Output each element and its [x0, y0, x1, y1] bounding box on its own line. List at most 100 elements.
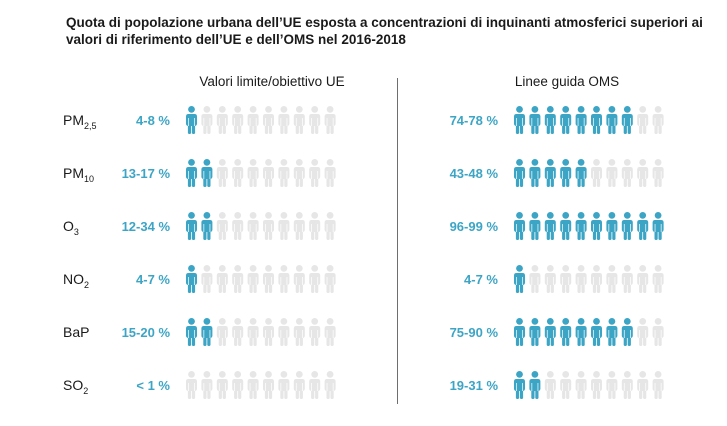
eu-person-icon-empty — [247, 106, 259, 134]
who-person-icon-empty — [575, 265, 587, 293]
who-person-icon-empty — [575, 371, 587, 399]
eu-person-icon-filled — [186, 106, 197, 134]
eu-person-icon-empty — [293, 318, 305, 346]
eu-person-icon-filled — [201, 318, 213, 346]
who-person-icon-empty — [621, 265, 633, 293]
who-person-icon-empty — [637, 318, 649, 346]
pollutant-subscript: 10 — [84, 174, 94, 184]
eu-person-icon-empty — [324, 318, 336, 346]
who-person-icon-empty — [637, 265, 649, 293]
eu-person-icon-empty — [293, 159, 305, 187]
eu-person-icon-empty — [232, 212, 244, 240]
who-person-icon-filled — [560, 212, 572, 240]
who-person-icon-empty — [621, 371, 633, 399]
eu-person-icon-empty — [293, 106, 305, 134]
who-person-icon-filled — [514, 159, 525, 187]
eu-person-icon-empty — [263, 159, 274, 187]
eu-person-icon-empty — [232, 371, 244, 399]
eu-person-icon-empty — [309, 318, 321, 346]
eu-person-icon-empty — [324, 159, 336, 187]
pollutant-subscript: 3 — [74, 227, 79, 237]
who-person-icon-filled — [514, 106, 525, 134]
eu-person-icon-empty — [232, 106, 244, 134]
eu-person-icon-empty — [309, 212, 321, 240]
eu-person-icon-empty — [247, 318, 259, 346]
who-person-icon-filled — [575, 106, 587, 134]
who-person-icon-empty — [652, 106, 664, 134]
eu-person-icon-filled — [186, 159, 197, 187]
panel-header-eu: Valori limite/obiettivo UE — [199, 74, 344, 89]
eu-person-icon-filled — [186, 212, 197, 240]
who-person-icon-empty — [591, 265, 602, 293]
eu-percent-label: 13-17 % — [122, 166, 171, 181]
pollutant-subscript: 2 — [83, 386, 88, 396]
who-person-icon-filled — [529, 212, 541, 240]
eu-person-icon-filled — [201, 212, 213, 240]
who-person-icon-empty — [652, 371, 664, 399]
who-person-icon-filled — [621, 106, 633, 134]
pollutant-subscript: 2,5 — [84, 121, 97, 131]
pollutant-name: O — [63, 218, 74, 234]
pollutant-label: NO2 — [63, 271, 89, 290]
who-person-icon-filled — [529, 159, 541, 187]
eu-person-icon-empty — [293, 371, 305, 399]
who-person-icon-empty — [621, 159, 633, 187]
eu-person-icon-empty — [278, 371, 290, 399]
who-person-icon-filled — [606, 318, 618, 346]
eu-person-icon-empty — [232, 265, 244, 293]
who-person-icon-filled — [606, 212, 618, 240]
pollutant-label: O3 — [63, 218, 79, 237]
who-person-icon-filled — [514, 318, 525, 346]
who-percent-label: 4-7 % — [464, 272, 498, 287]
eu-person-icon-empty — [216, 265, 228, 293]
eu-person-icon-empty — [201, 106, 213, 134]
who-person-icon-filled — [591, 106, 602, 134]
eu-person-icon-filled — [186, 318, 197, 346]
who-percent-label: 19-31 % — [450, 378, 499, 393]
eu-person-icon-empty — [247, 371, 259, 399]
eu-person-icon-empty — [324, 265, 336, 293]
who-person-icon-empty — [637, 371, 649, 399]
eu-person-icon-filled — [186, 265, 197, 293]
who-person-icon-empty — [591, 159, 602, 187]
pollutant-label: BaP — [63, 324, 89, 340]
pollutant-label: PM10 — [63, 165, 94, 184]
eu-person-icon-empty — [247, 265, 259, 293]
pollutant-name: PM — [63, 112, 84, 128]
eu-person-icon-empty — [263, 212, 274, 240]
chart-title: Quota di popolazione urbana dell’UE espo… — [66, 15, 703, 47]
who-percent-label: 74-78 % — [450, 113, 499, 128]
who-person-icon-empty — [560, 371, 572, 399]
who-person-icon-filled — [652, 212, 664, 240]
who-person-icon-empty — [560, 265, 572, 293]
who-person-icon-filled — [529, 371, 541, 399]
who-person-icon-filled — [544, 106, 556, 134]
pollutant-label: SO2 — [63, 377, 88, 396]
who-person-icon-filled — [544, 212, 556, 240]
who-person-icon-filled — [514, 265, 525, 293]
eu-person-icon-empty — [216, 212, 228, 240]
who-person-icon-filled — [544, 318, 556, 346]
eu-person-icon-empty — [216, 159, 228, 187]
who-percent-label: 75-90 % — [450, 325, 499, 340]
eu-person-icon-empty — [247, 212, 259, 240]
who-person-icon-filled — [529, 318, 541, 346]
who-person-icon-filled — [560, 318, 572, 346]
who-person-icon-filled — [575, 159, 587, 187]
eu-person-icon-empty — [309, 159, 321, 187]
who-person-icon-empty — [606, 265, 618, 293]
eu-percent-label: 12-34 % — [122, 219, 171, 234]
eu-person-icon-empty — [309, 106, 321, 134]
who-person-icon-filled — [560, 106, 572, 134]
who-person-icon-empty — [591, 371, 602, 399]
who-person-icon-filled — [591, 318, 602, 346]
who-person-icon-empty — [652, 265, 664, 293]
who-person-icon-filled — [606, 106, 618, 134]
who-person-icon-filled — [529, 106, 541, 134]
who-person-icon-empty — [652, 318, 664, 346]
pollutant-name: BaP — [63, 324, 89, 340]
who-person-icon-filled — [591, 212, 602, 240]
eu-person-icon-filled — [201, 159, 213, 187]
eu-person-icon-empty — [232, 159, 244, 187]
